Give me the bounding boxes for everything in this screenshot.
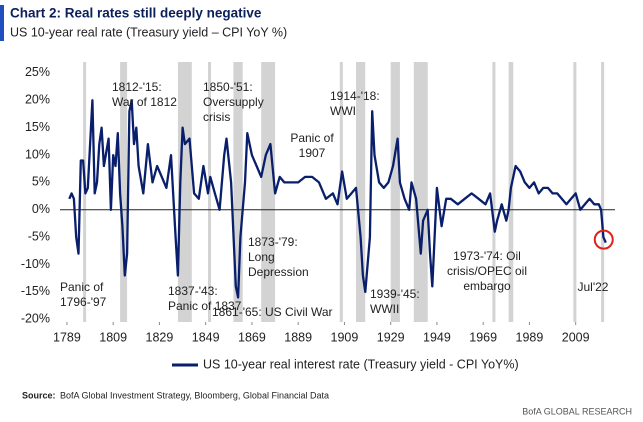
y-tick-label: 25% bbox=[25, 65, 50, 79]
x-tick-label: 1849 bbox=[192, 330, 220, 344]
x-tick-label: 2009 bbox=[562, 330, 590, 344]
annotation: 1861-'65: US Civil War bbox=[212, 305, 333, 319]
x-tick-label: 1949 bbox=[423, 330, 451, 344]
y-tick-label: -15% bbox=[21, 284, 50, 298]
annotation: War of 1812 bbox=[112, 95, 177, 109]
annotation: 1939-'45: bbox=[370, 287, 420, 301]
annotation: Long bbox=[248, 250, 275, 264]
shaded-period bbox=[573, 62, 577, 322]
annotation: crisis bbox=[203, 110, 230, 124]
y-tick-label: -5% bbox=[28, 229, 50, 243]
shaded-period bbox=[208, 62, 211, 322]
x-tick-label: 1889 bbox=[284, 330, 312, 344]
shaded-period bbox=[177, 62, 192, 322]
x-tick-label: 1869 bbox=[238, 330, 266, 344]
shaded-period bbox=[492, 62, 496, 322]
data-line bbox=[68, 99, 607, 299]
y-tick-label: 15% bbox=[25, 120, 50, 134]
shaded-period bbox=[356, 62, 366, 322]
x-tick-label: 1929 bbox=[377, 330, 405, 344]
legend-label: US 10-year real interest rate (Treasury … bbox=[203, 357, 519, 371]
x-tick-label: 1809 bbox=[99, 330, 127, 344]
annotation: Panic of 1837 bbox=[168, 299, 242, 313]
x-tick-label: 1909 bbox=[331, 330, 359, 344]
shaded-period bbox=[120, 62, 128, 322]
annotation: 1796-'97 bbox=[60, 295, 107, 309]
footer: BofA GLOBAL RESEARCH bbox=[522, 406, 632, 416]
y-tick-label: 0% bbox=[32, 202, 50, 216]
y-tick-label: -10% bbox=[21, 257, 50, 271]
annotation: 1914-'18: bbox=[330, 89, 380, 103]
title-bar bbox=[0, 5, 4, 41]
x-tick-label: 1969 bbox=[469, 330, 497, 344]
annotation: 1973-'74: Oil bbox=[453, 249, 521, 263]
annotation: 1907 bbox=[299, 146, 326, 160]
x-tick-label: 1829 bbox=[146, 330, 174, 344]
annotation: 1873-'79: bbox=[248, 235, 298, 249]
annotation: Oversupply bbox=[203, 95, 264, 109]
annotation: 1850-'51: bbox=[203, 80, 253, 94]
x-tick-label: 1989 bbox=[516, 330, 544, 344]
y-tick-label: 20% bbox=[25, 93, 50, 107]
y-tick-label: 5% bbox=[32, 175, 50, 189]
shaded-period bbox=[601, 62, 605, 322]
annotation: 1812-'15: bbox=[112, 80, 162, 94]
annotation: WWI bbox=[330, 104, 356, 118]
annotation: crisis/OPEC oil bbox=[447, 264, 527, 278]
y-tick-label: 10% bbox=[25, 147, 50, 161]
shaded-period bbox=[390, 62, 400, 322]
chart-subtitle: US 10-year real rate (Treasury yield – C… bbox=[10, 25, 287, 39]
highlight-circle bbox=[593, 229, 614, 250]
shaded-period bbox=[339, 62, 343, 322]
shaded-period bbox=[233, 62, 243, 322]
x-tick-label: 1789 bbox=[53, 330, 81, 344]
annotation: 1837-'43: bbox=[168, 284, 218, 298]
annotation: Jul'22 bbox=[578, 280, 609, 294]
chart-title: Chart 2: Real rates still deeply negativ… bbox=[10, 6, 262, 21]
y-tick-label: -20% bbox=[21, 312, 50, 326]
annotation: WWII bbox=[370, 302, 399, 316]
annotation: Depression bbox=[248, 265, 309, 279]
shaded-period bbox=[261, 62, 276, 322]
annotation: Panic of bbox=[60, 280, 104, 294]
source-label: Source: bbox=[22, 390, 56, 400]
shaded-period bbox=[413, 62, 428, 322]
annotation: embargo bbox=[463, 279, 511, 293]
annotation: Panic of bbox=[290, 131, 334, 145]
source: BofA Global Investment Strategy, Bloombe… bbox=[60, 390, 329, 400]
